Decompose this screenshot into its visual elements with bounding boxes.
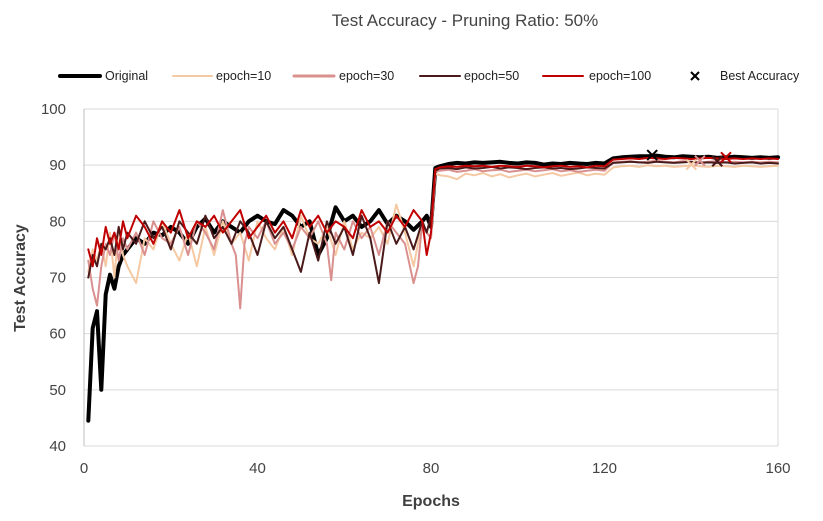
y-tick-label-60: 60 — [49, 326, 66, 343]
y-tick-label-40: 40 — [49, 438, 66, 455]
y-tick-label-50: 50 — [49, 382, 66, 399]
series-line-epoch-100 — [87, 156, 779, 268]
y-tick-label-80: 80 — [49, 213, 66, 230]
best-accuracy-marker-epoch-100 — [720, 151, 732, 164]
legend-item-original: Original — [58, 69, 148, 83]
legend-item-epoch-10: epoch=10 — [172, 69, 271, 83]
x-tick-label-80: 80 — [423, 460, 440, 477]
axis-ticks: 40 50 60 70 80 90 100 0 40 80 120 160 — [41, 101, 791, 477]
series-layer — [86, 153, 780, 423]
x-tick-label-160: 160 — [765, 460, 790, 477]
y-axis-title: Test Accuracy — [12, 224, 29, 332]
legend-item-best-accuracy: Best Accuracy — [690, 69, 800, 83]
legend: Original epoch=10 epoch=30 epoch=50 epoch=10… — [58, 69, 800, 83]
y-tick-label-100: 100 — [41, 101, 66, 118]
chart-title: Test Accuracy - Pruning Ratio: 50% — [332, 11, 598, 30]
best-accuracy-marker-original — [646, 149, 658, 161]
legend-item-epoch-100: epoch=100 — [542, 69, 651, 83]
y-tick-label-70: 70 — [49, 270, 66, 287]
legend-label-epoch-100: epoch=100 — [589, 69, 651, 83]
legend-item-epoch-30: epoch=30 — [292, 69, 394, 83]
x-tick-label-120: 120 — [592, 460, 617, 477]
gridlines — [83, 108, 779, 447]
best-accuracy-marker-epoch-30 — [694, 154, 706, 167]
legend-label-best-accuracy: Best Accuracy — [720, 69, 800, 83]
x-axis-title: Epochs — [402, 493, 460, 510]
legend-label-original: Original — [105, 69, 148, 83]
series-line-epoch-30 — [87, 159, 779, 310]
best-accuracy-marker-epoch-50 — [711, 155, 723, 167]
best-accuracy-marker-epoch-10 — [685, 158, 697, 171]
y-tick-label-90: 90 — [49, 157, 66, 174]
x-tick-label-40: 40 — [249, 460, 266, 477]
x-tick-label-0: 0 — [80, 460, 88, 477]
legend-label-epoch-30: epoch=30 — [339, 69, 394, 83]
best-accuracy-markers — [646, 149, 732, 171]
legend-item-epoch-50: epoch=50 — [419, 69, 519, 83]
legend-label-epoch-10: epoch=10 — [216, 69, 271, 83]
legend-label-epoch-50: epoch=50 — [464, 69, 519, 83]
